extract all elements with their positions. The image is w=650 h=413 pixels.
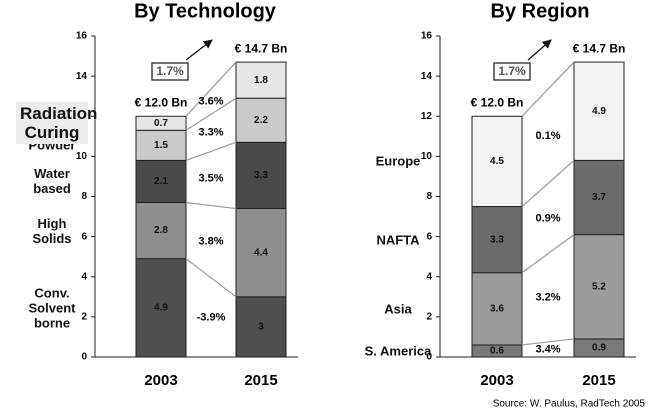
y-tick-label: 14	[421, 71, 433, 82]
value-label: 2.2	[254, 115, 268, 126]
connector	[521, 159, 575, 207]
chart-title: By Region	[491, 0, 590, 22]
bar-segment	[573, 159, 625, 236]
bar-segment	[235, 296, 287, 358]
value-label: 3.3	[490, 234, 504, 245]
y-tick-label: 10	[421, 151, 433, 162]
connector	[521, 234, 575, 274]
y-tick-label: 0	[426, 352, 432, 363]
growth-box	[493, 62, 531, 81]
growth-label: -3.9%	[197, 311, 226, 323]
y-tick-label: 16	[421, 31, 433, 42]
connector	[185, 61, 237, 117]
total-label: € 12.0 Bn	[135, 95, 188, 109]
y-tick-label: 8	[81, 191, 87, 202]
y-tick-label: 12	[421, 111, 433, 122]
growth-label: 3.6%	[198, 96, 223, 108]
bar-segment	[135, 258, 187, 358]
series-label: High Solids	[32, 215, 72, 246]
value-label: 4.9	[154, 302, 168, 313]
total-label: € 14.7 Bn	[235, 41, 288, 55]
total-label: € 12.0 Bn	[471, 95, 524, 109]
growth-label: 3.4%	[535, 343, 560, 355]
value-label: 2.8	[154, 225, 168, 236]
x-tick-label: 2003	[480, 372, 513, 389]
value-label: 2.1	[154, 176, 168, 187]
series-label: NAFTA	[376, 232, 420, 248]
chart-title: By Technology	[134, 0, 277, 22]
value-label: 3.3	[254, 170, 268, 181]
source-note: Source: W. Paulus, RadTech 2005	[493, 399, 646, 410]
connector	[185, 97, 237, 131]
bar-segment	[135, 115, 187, 131]
value-label: 0.7	[154, 118, 168, 129]
bar-segment	[135, 159, 187, 204]
y-tick-label: 8	[426, 191, 432, 202]
growth-label: 0.9%	[535, 212, 560, 224]
bar-segment	[135, 129, 187, 161]
value-label: 5.2	[592, 281, 606, 292]
connector	[185, 258, 237, 298]
growth-label: 3.2%	[535, 292, 560, 304]
series-label: S. America	[364, 343, 432, 359]
total-label: € 14.7 Bn	[573, 41, 626, 55]
bar-segment	[471, 272, 523, 346]
connector	[185, 201, 237, 210]
bar-segment	[135, 202, 187, 260]
y-tick-label: 10	[76, 151, 88, 162]
y-tick-label: 0	[81, 352, 87, 363]
value-label: 4.4	[254, 247, 268, 258]
y-tick-label: 4	[426, 271, 432, 282]
growth-box	[151, 62, 189, 81]
bar-segment	[235, 208, 287, 298]
x-tick-label: 2015	[582, 372, 615, 389]
value-label: 3.7	[592, 192, 606, 203]
y-tick-label: 4	[81, 271, 87, 282]
value-label: 3.6	[490, 303, 504, 314]
series-label: Asia	[384, 301, 412, 317]
value-label: 3	[258, 322, 264, 333]
y-tick-label: 2	[81, 312, 87, 323]
connector	[185, 141, 237, 161]
value-label: 0.9	[592, 343, 606, 354]
x-tick-label: 2003	[144, 372, 177, 389]
bar-segment	[471, 115, 523, 208]
series-label: Europe	[375, 153, 421, 169]
series-label: Conv. Solvent borne	[28, 285, 76, 331]
connector	[521, 338, 575, 346]
growth-label: 0.1%	[535, 130, 560, 142]
bar-segment	[235, 141, 287, 210]
y-tick-label: 2	[426, 312, 432, 323]
growth-box-label: 1.7%	[156, 64, 184, 78]
bar-segment	[573, 234, 625, 340]
growth-label: 3.8%	[198, 236, 223, 248]
series-label: Water based	[33, 166, 71, 197]
value-label: 1.8	[254, 75, 268, 86]
bar-segment	[471, 206, 523, 274]
value-label: 4.9	[592, 106, 606, 117]
growth-label: 3.3%	[198, 127, 223, 139]
value-label: 1.5	[154, 140, 168, 151]
growth-arrow	[527, 39, 552, 61]
y-tick-label: 6	[81, 231, 87, 242]
y-tick-label: 6	[426, 231, 432, 242]
value-label: 0.6	[490, 346, 504, 357]
value-label: 4.5	[490, 156, 504, 167]
y-tick-label: 16	[76, 31, 88, 42]
bar-segment	[235, 61, 287, 99]
bar-segment	[573, 61, 625, 161]
growth-label: 3.5%	[198, 172, 223, 184]
growth-arrow	[185, 39, 213, 61]
y-tick-label: 14	[76, 71, 88, 82]
growth-box-label: 1.7%	[498, 64, 526, 78]
connector	[521, 61, 575, 117]
x-tick-label: 2015	[244, 372, 277, 389]
series-label: Radiation Curing	[16, 102, 97, 145]
